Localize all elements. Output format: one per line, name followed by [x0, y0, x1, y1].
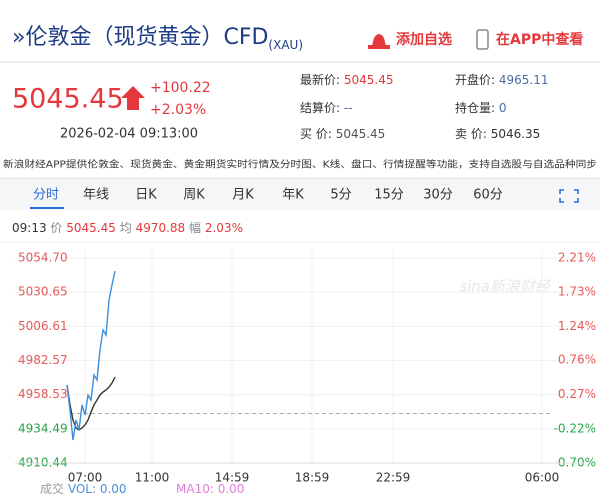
tab[interactable]: 15分: [374, 188, 404, 203]
volume-ma10: MA10: 0.00: [176, 482, 244, 494]
field-value: --: [344, 101, 353, 115]
field-label: 买 价:: [300, 127, 336, 141]
quote-field: 开盘价: 4965.11: [455, 72, 548, 87]
open-app-button[interactable]: 在APP中查看: [476, 29, 583, 50]
info-price: 5045.45: [66, 221, 116, 235]
info-line: 09:13 价 5045.45 均 4970.88 幅 2.03%: [12, 220, 243, 235]
info-label: 均: [120, 221, 132, 235]
tab[interactable]: 周K: [183, 188, 205, 203]
tab[interactable]: 60分: [473, 188, 503, 203]
volume-label: 成交: [40, 481, 64, 494]
change: +100.22: [150, 80, 211, 96]
title-sub: (XAU): [268, 38, 303, 52]
x-tick-label: 11:00: [135, 471, 170, 485]
y-tick-label: 4934.49: [18, 421, 68, 435]
open-app[interactable]: 在APP中查看: [496, 31, 583, 48]
title-main: »伦敦金（现货黄金）CFD: [12, 25, 268, 50]
notice: 新浪财经APP提供伦敦金、现货黄金、黄金期货实时行情及分时图、K线、盘口、行情提…: [3, 159, 597, 171]
y-tick-label: 5030.65: [18, 285, 68, 299]
field-label: 持仓量:: [455, 100, 499, 115]
add-watchlist[interactable]: 添加自选: [396, 31, 452, 48]
info-time: 09:13: [12, 221, 47, 235]
y-tick-label: 5006.61: [18, 319, 68, 333]
quote-field: 最新价: 5045.45: [300, 72, 393, 87]
field-label: 开盘价:: [455, 72, 499, 87]
change-pct: +2.03%: [150, 102, 206, 118]
field-label: 结算价:: [300, 100, 344, 115]
field-label: 最新价:: [300, 72, 344, 87]
field-value: 5045.45: [336, 127, 386, 141]
y2-tick-label: 1.73%: [558, 284, 596, 298]
chart: sina新浪财经 5054.70 5030.65 5006.61 4982.57 4958…: [15, 250, 596, 485]
quote-field: 卖 价: 5046.35: [455, 127, 540, 141]
quote-fields: 最新价: 5045.45 开盘价: 4965.11 结算价: -- 持仓量: 0 买 价…: [300, 72, 548, 141]
volume-line: 成交 VOL: 0.00 MA10: 0.00: [40, 481, 244, 494]
series-line: [66, 270, 116, 441]
add-watchlist-button[interactable]: 添加自选: [368, 31, 452, 49]
info-amp: 2.03%: [205, 221, 243, 235]
field-value: 4965.11: [499, 73, 549, 87]
icon: [368, 45, 390, 49]
tab[interactable]: 年线: [83, 188, 109, 203]
title: »伦敦金（现货黄金）CFD(XAU): [12, 25, 303, 52]
field-value: 0: [499, 101, 507, 115]
y2-tick-label: 0.76%: [558, 353, 596, 367]
price: 5045.45: [12, 84, 124, 115]
x-tick-label: 06:00: [525, 471, 560, 485]
y-tick-label: 4958.53: [18, 387, 68, 401]
x-tick-label: 22:59: [376, 471, 411, 485]
tab-bar: [0, 178, 600, 210]
field-value: 5046.35: [491, 127, 541, 141]
quote-field: 结算价: --: [300, 100, 353, 115]
y2-tick-label: -0.22%: [554, 422, 596, 436]
y-tick-label: 5054.70: [18, 251, 68, 265]
volume-vol: VOL: 0.00: [68, 482, 127, 494]
y2-tick-label: 0.27%: [558, 387, 596, 401]
tab[interactable]: 月K: [232, 188, 254, 203]
info-label: 价: [50, 221, 62, 235]
icon: [372, 34, 386, 46]
x-tick-label: 07:00: [68, 471, 103, 485]
tab[interactable]: 分时: [33, 188, 59, 203]
phone-icon: [476, 29, 489, 50]
tabs: 分时 年线 日K 周K 月K 年K 5分 15分 30分 60分: [33, 188, 503, 203]
tab[interactable]: 日K: [135, 188, 157, 203]
watermark: sina新浪财经: [459, 278, 552, 296]
info-avg: 4970.88: [136, 221, 186, 235]
tab[interactable]: 年K: [282, 188, 304, 203]
tab[interactable]: 5分: [330, 188, 351, 203]
y-tick-label: 4982.57: [18, 353, 68, 367]
quote-time: 2026-02-04 09:13:00: [60, 127, 198, 142]
quote-field: 持仓量: 0: [455, 100, 507, 115]
field-value: 5045.45: [344, 73, 394, 87]
x-tick-label: 18:59: [295, 471, 330, 485]
x-tick-label: 14:59: [215, 471, 250, 485]
quote-field: 买 价: 5045.45: [300, 127, 385, 141]
fullscreen-icon[interactable]: [559, 189, 579, 203]
y2-tick-label: 2.21%: [558, 251, 596, 265]
field-label: 卖 价:: [455, 127, 491, 141]
tab[interactable]: 30分: [423, 188, 453, 203]
y2-tick-label: 1.24%: [558, 319, 596, 333]
info-label: 幅: [189, 220, 201, 235]
up-arrow: [121, 86, 145, 110]
